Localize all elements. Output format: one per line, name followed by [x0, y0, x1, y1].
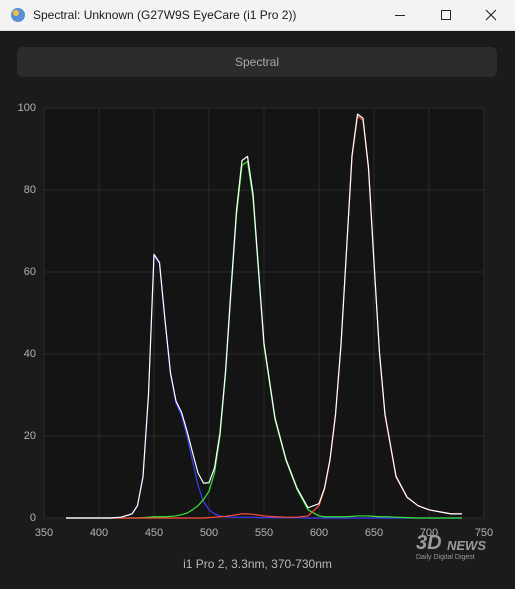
spectral-tab[interactable]: Spectral — [17, 47, 497, 77]
footer-caption: i1 Pro 2, 3.3nm, 370-730nm — [183, 557, 332, 571]
window-title: Spectral: Unknown (G27W9S EyeCare (i1 Pr… — [33, 8, 297, 22]
x-tick-label: 650 — [365, 527, 383, 539]
title-bar: Spectral: Unknown (G27W9S EyeCare (i1 Pr… — [0, 0, 515, 31]
y-tick-label: 40 — [24, 348, 36, 360]
watermark: 3D NEWS Daily Digital Digest — [413, 532, 499, 566]
x-tick-label: 450 — [145, 527, 163, 539]
x-tick-label: 550 — [255, 527, 273, 539]
y-tick-label: 20 — [24, 430, 36, 442]
x-tick-label: 700 — [420, 527, 438, 539]
spectral-line — [66, 160, 462, 519]
y-tick-label: 100 — [18, 102, 36, 114]
app-icon-dot — [13, 10, 19, 16]
title-bar-icons — [11, 8, 497, 22]
x-tick-label: 350 — [35, 527, 53, 539]
watermark-tagline: Daily Digital Digest — [416, 554, 475, 561]
chart: 0 20 40 60 80 100 350 400 450 500 550 600 650 700 750 — [18, 102, 494, 539]
y-tick-label: 60 — [24, 266, 36, 278]
x-tick-label: 400 — [90, 527, 108, 539]
spectral-line — [66, 113, 462, 519]
watermark-name: NEWS — [447, 538, 486, 553]
maximize-button[interactable] — [441, 10, 451, 20]
watermark-logo: 3D — [416, 532, 442, 554]
y-tick-label: 80 — [24, 184, 36, 196]
x-tick-label: 600 — [310, 527, 328, 539]
y-tick-label: 0 — [30, 512, 36, 524]
close-button[interactable] — [485, 9, 497, 21]
x-tick-label: 750 — [475, 527, 493, 539]
x-tick-label: 500 — [200, 527, 218, 539]
